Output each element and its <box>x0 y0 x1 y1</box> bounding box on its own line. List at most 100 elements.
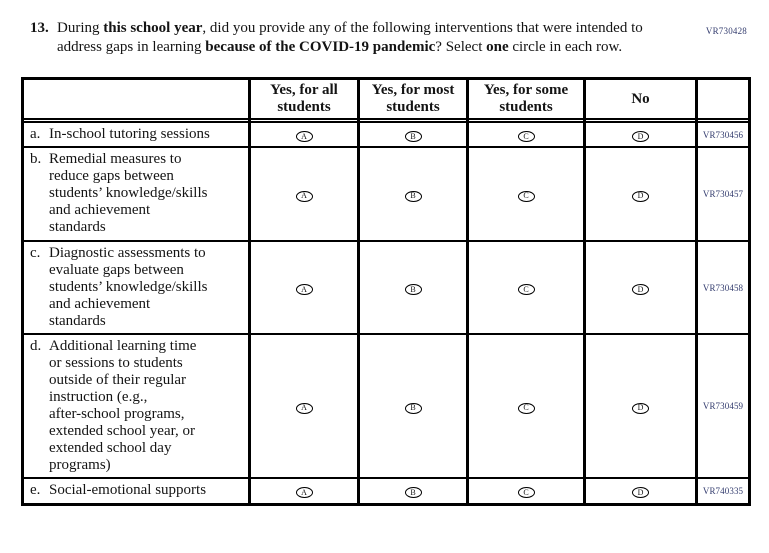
row-c-cell-yes-most: B <box>357 240 469 335</box>
bubble-letter: B <box>410 284 416 294</box>
question-13: 13. During this school year, did you pro… <box>30 19 739 57</box>
row-c-label-cell: c. Diagnostic assessments to evaluate gap… <box>21 240 251 335</box>
bubble-row-a-yes-most[interactable]: B <box>404 131 422 142</box>
bubble-letter: A <box>301 191 307 200</box>
row-c-cell-yes-some: C <box>466 240 586 335</box>
row-label: Social-emotional supports <box>49 482 207 498</box>
row-d-cell-no: D <box>583 333 698 479</box>
question-segment: ? Select <box>435 39 487 55</box>
table-row-a: a. In-school tutoring sessions A B C D VR… <box>21 121 751 148</box>
row-d-cell-yes-most: B <box>357 333 469 479</box>
table-row-b: b. Remedial measures to reduce gaps betwe… <box>21 146 751 242</box>
row-letter: a. <box>30 126 41 142</box>
bubble-row-e-yes-most[interactable]: B <box>404 487 422 499</box>
row-b-cell-yes-all: A <box>248 146 360 242</box>
bubble-row-e-no[interactable]: D <box>632 487 649 499</box>
bubble-letter: B <box>410 403 416 412</box>
bubble-row-e-yes-some[interactable]: C <box>517 487 535 499</box>
row-d-cell-yes-all: A <box>248 333 360 479</box>
row-label: Remedial measures to reduce gaps between… <box>49 151 208 235</box>
row-e-cell-yes-all: A <box>248 477 360 505</box>
row-letter: e. <box>30 482 41 498</box>
bubble-row-b-yes-most[interactable]: B <box>404 190 422 202</box>
bubble-row-a-yes-all[interactable]: A <box>295 131 313 142</box>
bubble-row-d-yes-all[interactable]: A <box>295 402 313 414</box>
row-label: Diagnostic assessments to evaluate gaps … <box>49 245 208 329</box>
column-header-yes-all-students: Yes, for all students <box>248 77 360 120</box>
question-segment: one <box>486 39 509 55</box>
row-label: Additional learning time or sessions to … <box>49 338 197 473</box>
bubble-row-c-no[interactable]: D <box>632 284 649 295</box>
bubble-letter: D <box>637 403 644 412</box>
row-e-cell-yes-most: B <box>357 477 469 505</box>
bubble-row-a-yes-some[interactable]: C <box>517 131 535 142</box>
bubble-letter: C <box>523 191 529 200</box>
table-row-c: c. Diagnostic assessments to evaluate gap… <box>21 240 751 335</box>
column-header-no: No <box>583 77 698 120</box>
table-row-d: d. Additional learning time or sessions t… <box>21 333 751 479</box>
header-empty-code-cell <box>695 77 751 120</box>
row-e-code: VR740335 <box>695 477 751 505</box>
row-b-cell-no: D <box>583 146 698 242</box>
answer-grid: Yes, for all students Yes, for most stud… <box>21 77 751 506</box>
bubble-row-c-yes-most[interactable]: B <box>404 284 422 295</box>
bubble-letter: D <box>637 487 644 497</box>
bubble-letter: B <box>410 191 416 200</box>
header-row: Yes, for all students Yes, for most stud… <box>21 77 751 120</box>
bubble-row-b-no[interactable]: D <box>632 190 649 202</box>
row-a-cell-no: D <box>583 121 698 148</box>
bubble-letter: A <box>301 131 307 141</box>
bubble-letter: A <box>301 284 307 294</box>
bubble-row-d-yes-most[interactable]: B <box>404 402 422 414</box>
row-e-cell-no: D <box>583 477 698 505</box>
question-segment: , did you provide any of the following i… <box>57 20 643 55</box>
table-row-e: e. Social-emotional supports A B C D VR74… <box>21 477 751 505</box>
question-segment: circle in each row. <box>508 39 623 55</box>
bubble-letter: C <box>523 284 529 294</box>
bubble-row-c-yes-some[interactable]: C <box>517 284 535 295</box>
row-c-cell-no: D <box>583 240 698 335</box>
row-letter: b. <box>30 151 42 167</box>
row-letter: d. <box>30 338 42 354</box>
row-d-code: VR730459 <box>695 333 751 479</box>
question-segment: because of the COVID-19 pandemic <box>205 39 436 55</box>
bubble-row-a-no[interactable]: D <box>632 131 649 142</box>
question-number: 13. <box>30 20 49 36</box>
bubble-letter: D <box>637 191 644 200</box>
question-text: During this school year, did you provide… <box>57 19 665 57</box>
bubble-letter: A <box>301 487 307 497</box>
row-a-cell-yes-some: C <box>466 121 586 148</box>
row-b-cell-yes-some: C <box>466 146 586 242</box>
bubble-row-b-yes-some[interactable]: C <box>517 190 535 202</box>
bubble-letter: C <box>523 131 529 141</box>
question-segment: During <box>57 20 104 36</box>
bubble-letter: C <box>523 487 529 497</box>
bubble-letter: A <box>301 403 307 412</box>
column-header-yes-most-students: Yes, for most students <box>357 77 469 120</box>
row-a-cell-yes-most: B <box>357 121 469 148</box>
bubble-row-d-no[interactable]: D <box>632 402 649 414</box>
row-c-code: VR730458 <box>695 240 751 335</box>
bubble-letter: C <box>523 403 529 412</box>
row-b-cell-yes-most: B <box>357 146 469 242</box>
row-a-label-cell: a. In-school tutoring sessions <box>21 121 251 148</box>
row-c-cell-yes-all: A <box>248 240 360 335</box>
bubble-row-d-yes-some[interactable]: C <box>517 402 535 414</box>
bubble-row-e-yes-all[interactable]: A <box>295 487 313 499</box>
row-d-cell-yes-some: C <box>466 333 586 479</box>
question-segment: this school year <box>103 20 203 36</box>
row-d-label-cell: d. Additional learning time or sessions t… <box>21 333 251 479</box>
bubble-letter: B <box>410 487 416 497</box>
form-code: VR730428 <box>705 26 747 36</box>
row-e-label-cell: e. Social-emotional supports <box>21 477 251 505</box>
header-divider-row <box>21 118 751 123</box>
bubble-row-b-yes-all[interactable]: A <box>295 190 313 202</box>
column-header-yes-some-students: Yes, for some students <box>466 77 586 120</box>
bubble-letter: B <box>410 131 416 141</box>
row-b-code: VR730457 <box>695 146 751 242</box>
bubble-letter: D <box>637 131 644 141</box>
bubble-row-c-yes-all[interactable]: A <box>295 284 313 295</box>
bubble-letter: D <box>637 284 644 294</box>
row-e-cell-yes-some: C <box>466 477 586 505</box>
row-label: In-school tutoring sessions <box>49 126 210 142</box>
